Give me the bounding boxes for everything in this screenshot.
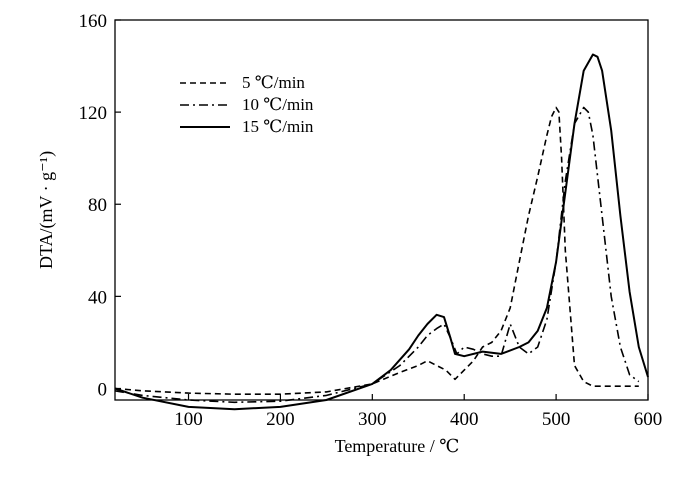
series-line-1 bbox=[114, 106, 639, 396]
y-tick-label: 80 bbox=[88, 195, 107, 216]
plot-frame bbox=[114, 19, 649, 401]
series-line-3 bbox=[114, 53, 649, 411]
x-tick-label: 100 bbox=[174, 409, 203, 430]
legend-label-2: 10 ℃/min bbox=[242, 95, 314, 114]
x-tick-label: 300 bbox=[358, 409, 387, 430]
legend-label-3: 15 ℃/min bbox=[242, 117, 314, 136]
y-tick-label: 160 bbox=[79, 11, 108, 32]
y-tick-label: 0 bbox=[98, 379, 108, 400]
y-axis-label: DTA/(mV · g⁻¹) bbox=[36, 151, 57, 269]
y-tick-label: 40 bbox=[88, 287, 107, 308]
legend: 5 ℃/min 10 ℃/min 15 ℃/min bbox=[180, 73, 314, 136]
x-tick-label: 400 bbox=[450, 409, 479, 430]
x-tick-label: 500 bbox=[542, 409, 571, 430]
legend-label-1: 5 ℃/min bbox=[242, 73, 305, 92]
x-axis-label: Temperature / ℃ bbox=[335, 436, 460, 456]
series-lines bbox=[114, 53, 649, 411]
x-tick-label: 200 bbox=[266, 409, 295, 430]
axis-ticks: 100 200 300 400 500 600 0 40 80 120 160 bbox=[79, 11, 663, 430]
x-tick-label: 600 bbox=[634, 409, 663, 430]
y-tick-label: 120 bbox=[79, 103, 108, 124]
series-line-2 bbox=[114, 106, 640, 404]
